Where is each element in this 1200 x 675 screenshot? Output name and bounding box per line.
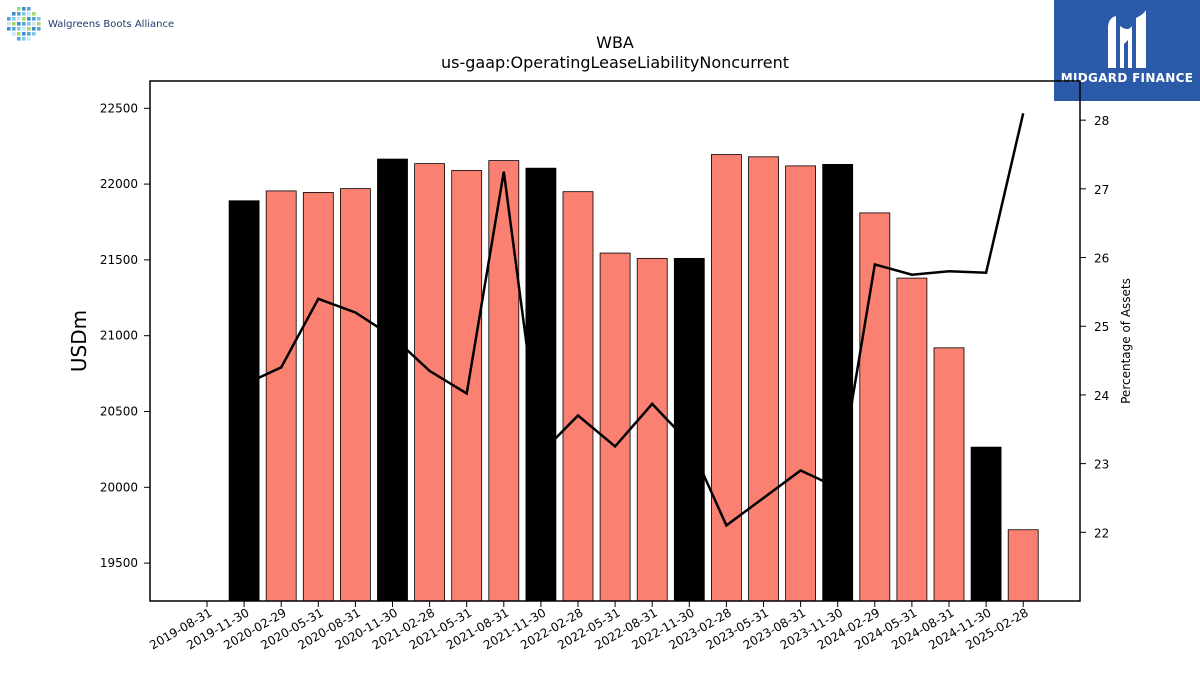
logo-dot <box>22 17 26 21</box>
bar-2021-02-28 <box>414 163 446 602</box>
logo-dot <box>12 32 16 36</box>
logo-dot <box>27 12 31 16</box>
chart-title: WBA <box>596 33 634 52</box>
logo-dot <box>22 32 26 36</box>
logo-dot <box>12 12 16 16</box>
logo-dot <box>22 12 26 16</box>
y-tick-label: 19500 <box>100 556 138 570</box>
logo-dot <box>32 17 36 21</box>
line-group <box>243 113 1025 528</box>
logo-dot <box>17 17 21 21</box>
logo-dot <box>37 22 41 26</box>
logo-dot <box>22 7 26 11</box>
bars-group <box>228 154 1039 602</box>
company-logo: Walgreens Boots Alliance <box>4 4 174 44</box>
brand-badge: MIDGARD FINANCE <box>1054 0 1200 101</box>
logo-dot <box>32 32 36 36</box>
midgard-logo-icon <box>1108 10 1146 68</box>
y-right-tick-label: 24 <box>1094 389 1109 403</box>
bar-2021-11-30 <box>525 167 557 602</box>
logo-dot <box>37 17 41 21</box>
logo-dot <box>27 37 31 41</box>
y-right-tick-label: 28 <box>1094 114 1109 128</box>
logo-dot <box>27 22 31 26</box>
brand-text: MIDGARD FINANCE <box>1060 71 1194 85</box>
bar-2025-02-28 <box>1007 529 1039 602</box>
logo-dot <box>22 22 26 26</box>
bar-2019-11-30 <box>228 200 260 602</box>
logo-dot <box>27 7 31 11</box>
bar-2020-05-31 <box>302 192 334 602</box>
y-tick-label: 21000 <box>100 329 138 343</box>
logo-dot <box>17 22 21 26</box>
logo-dot <box>17 37 21 41</box>
bar-2022-05-31 <box>599 252 631 602</box>
y-axis-label: USDm <box>67 310 91 372</box>
walgreens-dot-grid-icon <box>7 7 41 41</box>
bar-2024-05-31 <box>896 277 928 602</box>
logo-dot <box>12 27 16 31</box>
logo-dot <box>12 17 16 21</box>
bar-2023-08-31 <box>785 165 816 602</box>
bar-2024-08-31 <box>933 347 965 602</box>
y-tick-label: 20000 <box>100 480 138 494</box>
bar-2020-02-29 <box>265 190 297 602</box>
y-right-tick-label: 27 <box>1094 183 1109 197</box>
logo-dot <box>7 22 11 26</box>
logo-dot <box>27 17 31 21</box>
logo-dot <box>32 27 36 31</box>
logo-dot <box>12 22 16 26</box>
bar-2021-05-31 <box>451 170 483 602</box>
logo-dot <box>17 12 21 16</box>
bar-2023-11-30 <box>822 163 854 602</box>
logo-dot <box>17 32 21 36</box>
y-tick-label: 22000 <box>100 177 138 191</box>
logo-dot <box>22 37 26 41</box>
logo-dot <box>17 27 21 31</box>
company-logo-text: Walgreens Boots Alliance <box>48 18 175 30</box>
y-right-tick-label: 25 <box>1094 320 1109 334</box>
percentage-line <box>243 113 1025 528</box>
bar-2021-08-31 <box>488 160 520 602</box>
bar-2024-11-30 <box>970 446 1002 602</box>
logo-dot <box>27 27 31 31</box>
y-axis-left: 19500 20000 20500 21000 21500 22000 22500 <box>100 101 150 570</box>
bar-2022-02-28 <box>562 191 594 602</box>
logo-dot <box>27 32 31 36</box>
bar-2020-08-31 <box>339 188 371 602</box>
chart-subtitle: us-gaap:OperatingLeaseLiabilityNoncurren… <box>441 53 789 72</box>
y-axis-label-right: Percentage of Assets <box>1119 278 1133 404</box>
y-tick-label: 21500 <box>100 253 138 267</box>
y-tick-label: 20500 <box>100 404 138 418</box>
bar-2023-05-31 <box>748 156 779 602</box>
bar-2020-11-30 <box>377 158 408 602</box>
y-right-tick-label: 23 <box>1094 458 1109 472</box>
logo-dot <box>7 27 11 31</box>
y-right-tick-label: 22 <box>1094 526 1109 540</box>
x-axis: 2019-08-312019-11-302020-02-292020-05-31… <box>147 601 1031 652</box>
bar-2023-02-28 <box>711 154 742 602</box>
bar-2022-08-31 <box>636 257 668 602</box>
y-axis-right: 22 23 24 25 26 27 28 <box>1080 114 1109 540</box>
bar-2022-11-30 <box>673 257 705 602</box>
logo-dot <box>32 22 36 26</box>
y-tick-label: 22500 <box>100 101 138 115</box>
y-right-tick-label: 26 <box>1094 252 1109 266</box>
logo-dot <box>37 27 41 31</box>
bar-2024-02-29 <box>859 212 891 602</box>
logo-dot <box>22 27 26 31</box>
logo-dot <box>17 7 21 11</box>
logo-dot <box>32 12 36 16</box>
logo-dot <box>7 17 11 21</box>
